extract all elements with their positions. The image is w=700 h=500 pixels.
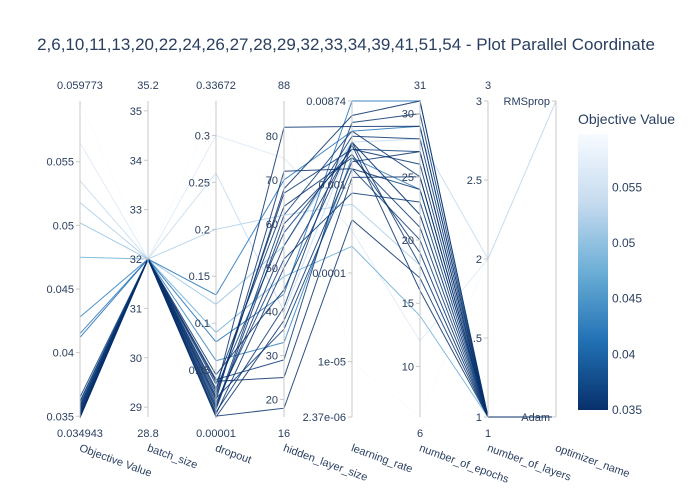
tick-label: 0.3 (195, 130, 210, 142)
tick-label: RMSprop (504, 96, 550, 108)
tick-label: 0.05 (189, 365, 210, 377)
tick-label: 70 (266, 175, 278, 187)
axis-range-top: 35.2 (137, 80, 158, 92)
tick-label: 0.25 (189, 177, 210, 189)
tick-label: 0.055 (46, 157, 74, 169)
tick-label: 2.37e-06 (303, 412, 346, 424)
trial-line-25 (79, 143, 556, 418)
tick-label: 30 (130, 353, 142, 365)
colorbar: Objective Value 0.055 0.05 0.045 0.04 0.035 (578, 111, 675, 417)
colorbar-gradient (578, 134, 608, 410)
tick-label: 32 (130, 254, 142, 266)
trial-line-0 (79, 100, 557, 418)
tick-label: 31 (130, 303, 142, 315)
tick-label: 25 (402, 172, 414, 184)
axis-range-top: 0.33672 (196, 80, 236, 92)
axis-range-bottom: 0.00001 (196, 428, 236, 440)
tick-label: 0.2 (195, 224, 210, 236)
tick-label: 0.0001 (312, 268, 346, 280)
axis-range-bottom: 16 (278, 428, 290, 440)
tick-label: 34 (130, 155, 142, 167)
tick-label: 20 (402, 235, 414, 247)
tick-label: 0.05 (53, 220, 74, 232)
colorbar-tick-label: 0.035 (612, 403, 642, 417)
tick-label: 0.045 (46, 284, 74, 296)
tick-label: 1e-05 (318, 357, 346, 369)
tick-label: 1 (476, 412, 482, 424)
tick-label: 33 (130, 205, 142, 217)
tick-label: 0.035 (46, 411, 74, 423)
tick-label: 40 (266, 307, 278, 319)
axis-range-bottom: 1 (485, 428, 491, 440)
trial-line-13 (79, 192, 556, 418)
tick-label: 1.5 (467, 333, 482, 345)
axis-title: batch_size (146, 442, 200, 471)
trial-line-5 (79, 245, 556, 418)
axis-dropout[interactable]: 0.05 0.1 0.15 0.2 0.25 0.3 0.33672 0.00001 dropo… (189, 80, 253, 466)
tick-label: 60 (266, 219, 278, 231)
tick-label: 2 (476, 254, 482, 266)
trial-line-23 (79, 176, 556, 418)
axis-title: dropout (214, 442, 253, 466)
tick-label: 3 (476, 96, 482, 108)
chart-title: 2,6,10,11,13,20,22,24,26,27,28,29,32,33,… (37, 35, 655, 54)
tick-label: 30 (402, 109, 414, 121)
tick-label: 80 (266, 131, 278, 143)
trial-lines (79, 100, 557, 419)
tick-label: 15 (402, 298, 414, 310)
tick-label: 0.04 (53, 348, 74, 360)
trial-line-1 (79, 100, 557, 343)
colorbar-tick-label: 0.055 (612, 180, 642, 194)
trial-line-24 (79, 100, 556, 418)
tick-label: 10 (402, 361, 414, 373)
trial-line-3 (79, 202, 556, 418)
tick-label: Adam (521, 412, 550, 424)
axis-range-top: 3 (485, 80, 491, 92)
colorbar-tick-label: 0.045 (612, 292, 642, 306)
trial-line-2 (79, 100, 557, 313)
trial-line-20 (79, 141, 556, 418)
axis-range-bottom: 28.8 (137, 428, 158, 440)
tick-label: 30 (266, 351, 278, 363)
tick-label: 50 (266, 263, 278, 275)
tick-label: 2.5 (467, 175, 482, 187)
tick-label: 35 (130, 106, 142, 118)
axis-range-bottom: 6 (417, 428, 423, 440)
tick-label: 0.00874 (306, 96, 346, 108)
axis-range-top: 88 (278, 80, 290, 92)
tick-label: 0.001 (318, 179, 346, 191)
axis-range-top: 31 (414, 80, 426, 92)
tick-label: 0.1 (195, 318, 210, 330)
tick-label: 29 (130, 402, 142, 414)
colorbar-title: Objective Value (578, 111, 675, 127)
tick-label: 0.15 (189, 271, 210, 283)
colorbar-tick-label: 0.04 (612, 347, 636, 361)
axis-range-top: 0.059773 (57, 80, 103, 92)
tick-label: 20 (266, 394, 278, 406)
axis-title: Objective Value (78, 442, 154, 479)
axis-range-bottom: 0.034943 (57, 428, 103, 440)
colorbar-tick-label: 0.05 (612, 236, 636, 250)
